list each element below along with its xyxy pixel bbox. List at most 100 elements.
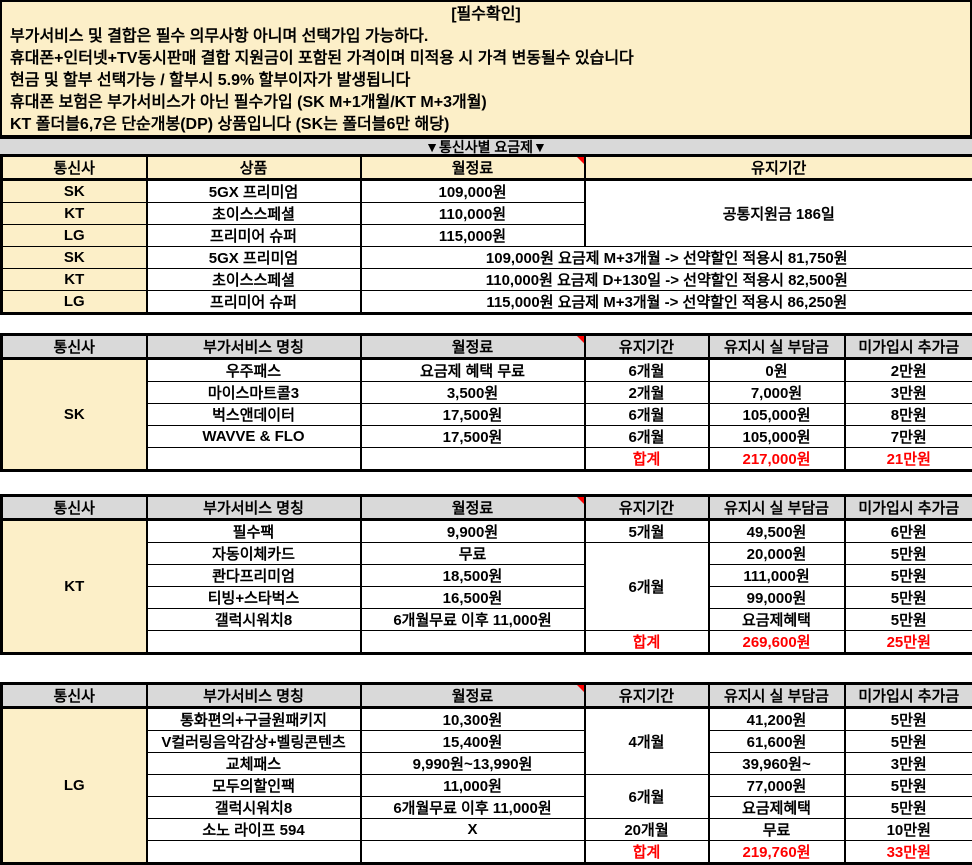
cell-period: 6개월 [585, 426, 709, 448]
cell-extra: 10만원 [845, 819, 972, 841]
table-row: LG 통화편의+구글원패키지 10,300원 4개월 41,200원 5만원 [2, 708, 972, 731]
cell-extra: 5만원 [845, 587, 972, 609]
addon-header-cost: 유지시 실 부담금 [709, 496, 845, 520]
cell-extra: 5만원 [845, 609, 972, 631]
total-cost: 219,760원 [709, 841, 845, 864]
cell-name: 마이스마트콜3 [147, 382, 361, 404]
cell-cost: 77,000원 [709, 775, 845, 797]
table-row: 자동이체카드 무료 6개월 20,000원 5만원 [2, 543, 972, 565]
table-row: 갤럭시워치8 6개월무료 이후 11,000원 요금제혜택 5만원 [2, 797, 972, 819]
cell-name: 갤럭시워치8 [147, 609, 361, 631]
table-row: 교체패스 9,990원~13,990원 39,960원~ 3만원 [2, 753, 972, 775]
cell-cost: 49,500원 [709, 520, 845, 543]
total-extra: 25만원 [845, 631, 972, 654]
cell-fee: 6개월무료 이후 11,000원 [361, 797, 585, 819]
addon-header-period: 유지기간 [585, 684, 709, 708]
addon-header-fee: 월정료 [361, 496, 585, 520]
cell-fee: 110,000원 [361, 203, 585, 225]
cell-discount-detail: 115,000원 요금제 M+3개월 -> 선약할인 적용시 86,250원 [361, 291, 972, 314]
cell-extra: 5만원 [845, 731, 972, 753]
notice-line-foldable: KT 폴더블6,7은 단순개봉(DP) 상품입니다 (SK는 폴더블6만 해당) [10, 114, 962, 136]
cell-period-merged: 6개월 [585, 775, 709, 819]
table-row: 갤럭시워치8 6개월무료 이후 11,000원 요금제혜택 5만원 [2, 609, 972, 631]
cell-fee: 요금제 혜택 무료 [361, 359, 585, 382]
cell-fee: 10,300원 [361, 708, 585, 731]
cell-carrier: LG [2, 291, 147, 314]
cell-cost: 39,960원~ [709, 753, 845, 775]
total-row: 합계 217,000원 21만원 [2, 448, 972, 471]
table-row: 모두의할인팩 11,000원 6개월 77,000원 5만원 [2, 775, 972, 797]
addon-header-cost: 유지시 실 부담금 [709, 684, 845, 708]
empty-cell [147, 448, 361, 471]
cell-name: 모두의할인팩 [147, 775, 361, 797]
addon-header-extra: 미가입시 추가금 [845, 335, 972, 359]
cell-period: 20개월 [585, 819, 709, 841]
addon-header-period: 유지기간 [585, 335, 709, 359]
cell-carrier: SK [2, 180, 147, 203]
addon-header-fee-label: 월정료 [452, 500, 493, 517]
table-row: WAVVE & FLO 17,500원 6개월 105,000원 7만원 [2, 426, 972, 448]
addon-header-carrier: 통신사 [2, 684, 147, 708]
total-extra: 33만원 [845, 841, 972, 864]
cell-cost: 20,000원 [709, 543, 845, 565]
plans-header-row: 통신사 상품 월정료 유지기간 [2, 156, 972, 180]
cell-extra: 3만원 [845, 753, 972, 775]
notice-line-bundle: 휴대폰+인터넷+TV동시판매 결합 지원금이 포함된 가격이며 미적용 시 가격… [10, 48, 962, 70]
plans-header-fee: 월정료 [361, 156, 585, 180]
table-row: 마이스마트콜3 3,500원 2개월 7,000원 3만원 [2, 382, 972, 404]
empty-cell [147, 631, 361, 654]
addon-header-row: 통신사 부가서비스 명칭 월정료 유지기간 유지시 실 부담금 미가입시 추가금 [2, 684, 972, 708]
discount-row-sk: SK 5GX 프리미엄 109,000원 요금제 M+3개월 -> 선약할인 적… [2, 247, 972, 269]
cell-extra: 5만원 [845, 775, 972, 797]
total-label: 합계 [585, 448, 709, 471]
plans-header-product: 상품 [147, 156, 361, 180]
addon-header-name: 부가서비스 명칭 [147, 335, 361, 359]
cell-cost: 99,000원 [709, 587, 845, 609]
empty-cell [361, 448, 585, 471]
addon-header-fee-label: 월정료 [452, 339, 493, 356]
cell-name: 자동이체카드 [147, 543, 361, 565]
empty-cell [147, 841, 361, 864]
cell-fee: 18,500원 [361, 565, 585, 587]
cell-name: 소노 라이프 594 [147, 819, 361, 841]
cell-cost: 요금제혜택 [709, 609, 845, 631]
cell-extra: 5만원 [845, 797, 972, 819]
cell-name: 콴다프리미엄 [147, 565, 361, 587]
cell-fee: 109,000원 [361, 180, 585, 203]
cell-name: 필수팩 [147, 520, 361, 543]
total-row: 합계 219,760원 33만원 [2, 841, 972, 864]
cell-product: 초이스스페셜 [147, 269, 361, 291]
cell-discount-detail: 110,000원 요금제 D+130일 -> 선약할인 적용시 82,500원 [361, 269, 972, 291]
table-row: 소노 라이프 594 X 20개월 무료 10만원 [2, 819, 972, 841]
cell-fee: 17,500원 [361, 426, 585, 448]
cell-product: 5GX 프리미엄 [147, 247, 361, 269]
cell-fee: 3,500원 [361, 382, 585, 404]
cell-fee: 6개월무료 이후 11,000원 [361, 609, 585, 631]
cell-period: 5개월 [585, 520, 709, 543]
notice-box: [필수확인] 부가서비스 및 결합은 필수 의무사항 아니며 선택가입 가능하다… [0, 0, 972, 137]
addon-header-extra: 미가입시 추가금 [845, 684, 972, 708]
cell-carrier: KT [2, 203, 147, 225]
addon-header-period: 유지기간 [585, 496, 709, 520]
cell-carrier: SK [2, 247, 147, 269]
notice-line-addons: 부가서비스 및 결합은 필수 의무사항 아니며 선택가입 가능하다. [10, 26, 962, 48]
section-title-bar: ▼통신사별 요금제▼ [0, 137, 972, 154]
cell-period: 6개월 [585, 404, 709, 426]
cell-cost: 105,000원 [709, 404, 845, 426]
cell-extra: 5만원 [845, 565, 972, 587]
total-label: 합계 [585, 841, 709, 864]
cell-period-merged: 4개월 [585, 708, 709, 775]
plans-table: 통신사 상품 월정료 유지기간 SK 5GX 프리미엄 109,000원 공통지… [0, 154, 972, 315]
table-row: SK 우주패스 요금제 혜택 무료 6개월 0원 2만원 [2, 359, 972, 382]
addon-header-carrier: 통신사 [2, 496, 147, 520]
total-cost: 269,600원 [709, 631, 845, 654]
cell-name: 우주패스 [147, 359, 361, 382]
comment-indicator-icon [577, 336, 584, 343]
cell-name: 교체패스 [147, 753, 361, 775]
addon-header-row: 통신사 부가서비스 명칭 월정료 유지기간 유지시 실 부담금 미가입시 추가금 [2, 496, 972, 520]
addon-header-extra: 미가입시 추가금 [845, 496, 972, 520]
cell-name: 벅스앤데이터 [147, 404, 361, 426]
kt-addon-table: 통신사 부가서비스 명칭 월정료 유지기간 유지시 실 부담금 미가입시 추가금… [0, 494, 972, 655]
addon-header-fee: 월정료 [361, 684, 585, 708]
